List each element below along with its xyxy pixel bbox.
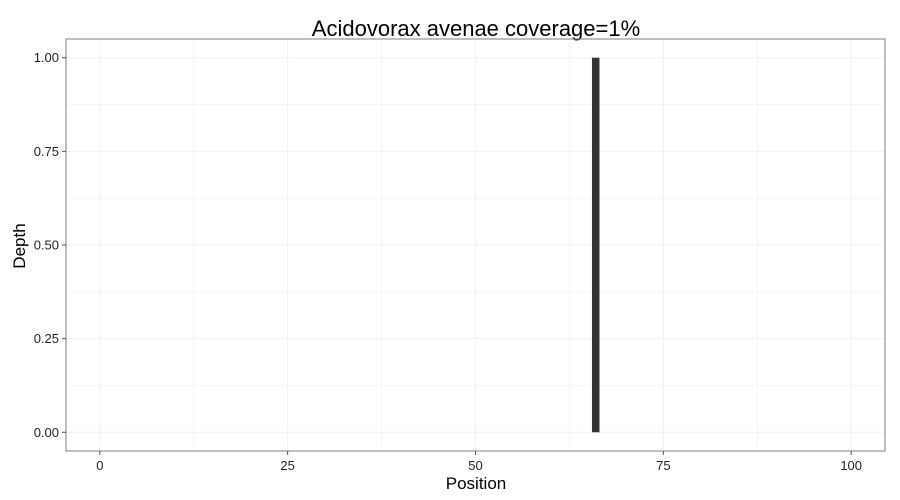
x-tick-label: 25 xyxy=(280,458,294,473)
y-tick-label: 0.50 xyxy=(34,238,59,253)
bars xyxy=(591,57,600,433)
chart-title: Acidovorax avenae coverage=1% xyxy=(312,16,640,41)
x-axis-ticks: 0 25 50 75 100 xyxy=(96,451,862,473)
y-tick-label: 1.00 xyxy=(34,50,59,65)
depth-bar xyxy=(591,57,600,433)
y-tick-label: 0.25 xyxy=(34,331,59,346)
x-tick-label: 50 xyxy=(468,458,482,473)
y-axis-ticks: 0.00 0.25 0.50 0.75 1.00 xyxy=(34,50,66,440)
y-axis-label: Depth xyxy=(10,223,29,268)
y-tick-label: 0.00 xyxy=(34,425,59,440)
x-tick-label: 0 xyxy=(96,458,103,473)
x-axis-label: Position xyxy=(446,474,506,493)
major-gridlines xyxy=(66,39,885,451)
x-tick-label: 75 xyxy=(656,458,670,473)
x-tick-label: 100 xyxy=(840,458,862,473)
y-tick-label: 0.75 xyxy=(34,144,59,159)
